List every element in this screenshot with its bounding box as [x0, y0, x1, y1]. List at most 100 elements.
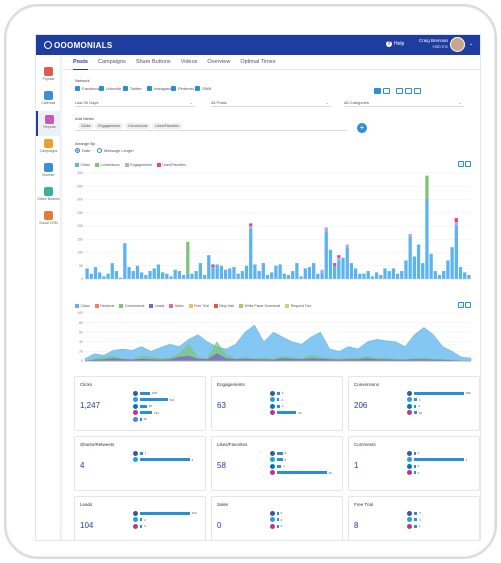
bar-clicks[interactable]	[169, 276, 173, 279]
bar-clicks[interactable]	[400, 271, 404, 279]
bar-clicks[interactable]	[186, 273, 190, 279]
copy-icon[interactable]	[396, 88, 403, 94]
bar-clicks[interactable]	[140, 272, 144, 279]
bar-likes-favorites[interactable]	[337, 255, 341, 258]
bar-likes-favorites[interactable]	[333, 263, 337, 266]
tab-optimal-times[interactable]: Optimal Times	[240, 58, 276, 65]
legend-item[interactable]: Leads	[149, 304, 164, 308]
bar-clicks[interactable]	[416, 244, 421, 279]
bar-likes-favorites[interactable]	[454, 218, 458, 223]
metric-chip[interactable]: Conversions	[124, 122, 151, 129]
bar-engagements[interactable]	[320, 269, 324, 273]
bar-engagements[interactable]	[324, 227, 328, 232]
bar-clicks[interactable]	[202, 275, 207, 279]
bar-engagements[interactable]	[249, 226, 253, 229]
bar-clicks[interactable]	[358, 273, 362, 279]
area-conversions[interactable]	[84, 341, 472, 362]
date-range-select[interactable]: Last 30 Days ⌄	[75, 100, 195, 107]
bar-clicks[interactable]	[211, 267, 215, 279]
bar-clicks[interactable]	[286, 275, 291, 279]
legend-item[interactable]: Likes/Favorites	[156, 163, 186, 167]
network-checkbox-linkedin[interactable]: LinkedIn	[99, 86, 121, 91]
bar-clicks[interactable]	[391, 268, 396, 279]
bar-likes-favorites[interactable]	[249, 223, 253, 226]
legend-item[interactable]: Request Tour	[285, 304, 312, 308]
bar-clicks[interactable]	[110, 263, 114, 279]
bar-clicks[interactable]	[429, 253, 433, 279]
bar-clicks[interactable]	[194, 271, 198, 279]
bar-clicks[interactable]	[114, 271, 119, 279]
sidebar-item-campaigns[interactable]: Campaigns	[36, 135, 61, 160]
bar-clicks[interactable]	[379, 275, 383, 279]
network-checkbox-instagram[interactable]: Instagram	[147, 86, 172, 91]
bar-clicks[interactable]	[307, 267, 312, 279]
bar-clicks[interactable]	[102, 276, 106, 279]
metric-chip[interactable]: Engagements	[95, 122, 123, 129]
bar-clicks[interactable]	[156, 264, 161, 279]
tab-overview[interactable]: Overview	[207, 58, 231, 65]
zoom-in-icon[interactable]: +	[458, 161, 464, 167]
bar-clicks[interactable]	[412, 256, 416, 279]
bar-clicks[interactable]	[215, 264, 219, 279]
bar-clicks[interactable]	[303, 268, 307, 279]
bar-clicks[interactable]	[148, 271, 152, 279]
bar-clicks[interactable]	[458, 267, 463, 279]
bar-clicks[interactable]	[144, 275, 148, 279]
bar-clicks[interactable]	[442, 271, 446, 279]
list-view-button[interactable]	[383, 88, 390, 94]
chevron-down-icon[interactable]: ⌄	[469, 41, 474, 47]
avatar[interactable]	[450, 37, 465, 52]
bar-clicks[interactable]	[228, 268, 232, 279]
bar-clicks[interactable]	[93, 267, 98, 279]
bar-clicks[interactable]	[404, 260, 408, 279]
bar-clicks[interactable]	[236, 273, 240, 279]
legend-item[interactable]: Sales	[169, 304, 184, 308]
area-clicks[interactable]	[84, 324, 472, 362]
bar-clicks[interactable]	[316, 273, 320, 279]
bar-clicks[interactable]	[207, 255, 211, 279]
bar-clicks[interactable]	[320, 272, 324, 279]
bar-clicks[interactable]	[265, 275, 270, 279]
bar-clicks[interactable]	[374, 272, 379, 279]
sidebar-item-popular[interactable]: Popular	[36, 63, 61, 88]
bar-clicks[interactable]	[437, 275, 442, 279]
bar-clicks[interactable]	[353, 268, 358, 279]
bar-clicks[interactable]	[127, 267, 131, 279]
legend-item[interactable]: Conversions	[119, 304, 144, 308]
bar-clicks[interactable]	[467, 275, 471, 279]
bar-clicks[interactable]	[85, 268, 89, 279]
tab-campaigns[interactable]: Campaigns	[97, 58, 126, 65]
bar-clicks[interactable]	[278, 264, 282, 279]
zoom-out-icon[interactable]: -	[465, 161, 471, 167]
bar-clicks[interactable]	[366, 271, 370, 279]
bar-likes-favorites[interactable]	[211, 264, 215, 268]
bar-clicks[interactable]	[274, 265, 278, 279]
bar-clicks[interactable]	[253, 264, 257, 279]
bar-clicks[interactable]	[173, 269, 177, 279]
bar-clicks[interactable]	[370, 276, 375, 279]
legend-item[interactable]: Conversions	[94, 163, 120, 167]
tab-posts[interactable]: Posts	[73, 55, 88, 70]
bar-engagements[interactable]	[345, 244, 349, 248]
bar-clicks[interactable]	[291, 271, 295, 279]
bar-clicks[interactable]	[123, 243, 127, 279]
help-link[interactable]: ? Help	[386, 41, 404, 47]
bar-clicks[interactable]	[337, 260, 341, 279]
zoom-out-icon[interactable]: -	[465, 302, 471, 308]
legend-item[interactable]: Blog Visit	[213, 304, 234, 308]
bar-clicks[interactable]	[106, 273, 110, 279]
user-info[interactable]: Craig Brennan Hub Inc	[418, 38, 448, 50]
bar-conversions[interactable]	[186, 241, 190, 274]
bar-engagements[interactable]	[337, 257, 341, 261]
bar-clicks[interactable]	[463, 272, 467, 279]
bar-clicks[interactable]	[270, 272, 274, 279]
legend-item[interactable]: Free Trial	[188, 304, 209, 308]
bar-clicks[interactable]	[333, 265, 337, 279]
bar-clicks[interactable]	[362, 273, 366, 279]
bar-engagements[interactable]	[454, 222, 458, 226]
categories-select[interactable]: All Categories ⌄	[344, 100, 464, 107]
legend-item[interactable]: Revenue	[94, 304, 114, 308]
bar-clicks[interactable]	[345, 247, 349, 279]
bar-clicks[interactable]	[219, 265, 223, 279]
bar-clicks[interactable]	[387, 271, 391, 279]
